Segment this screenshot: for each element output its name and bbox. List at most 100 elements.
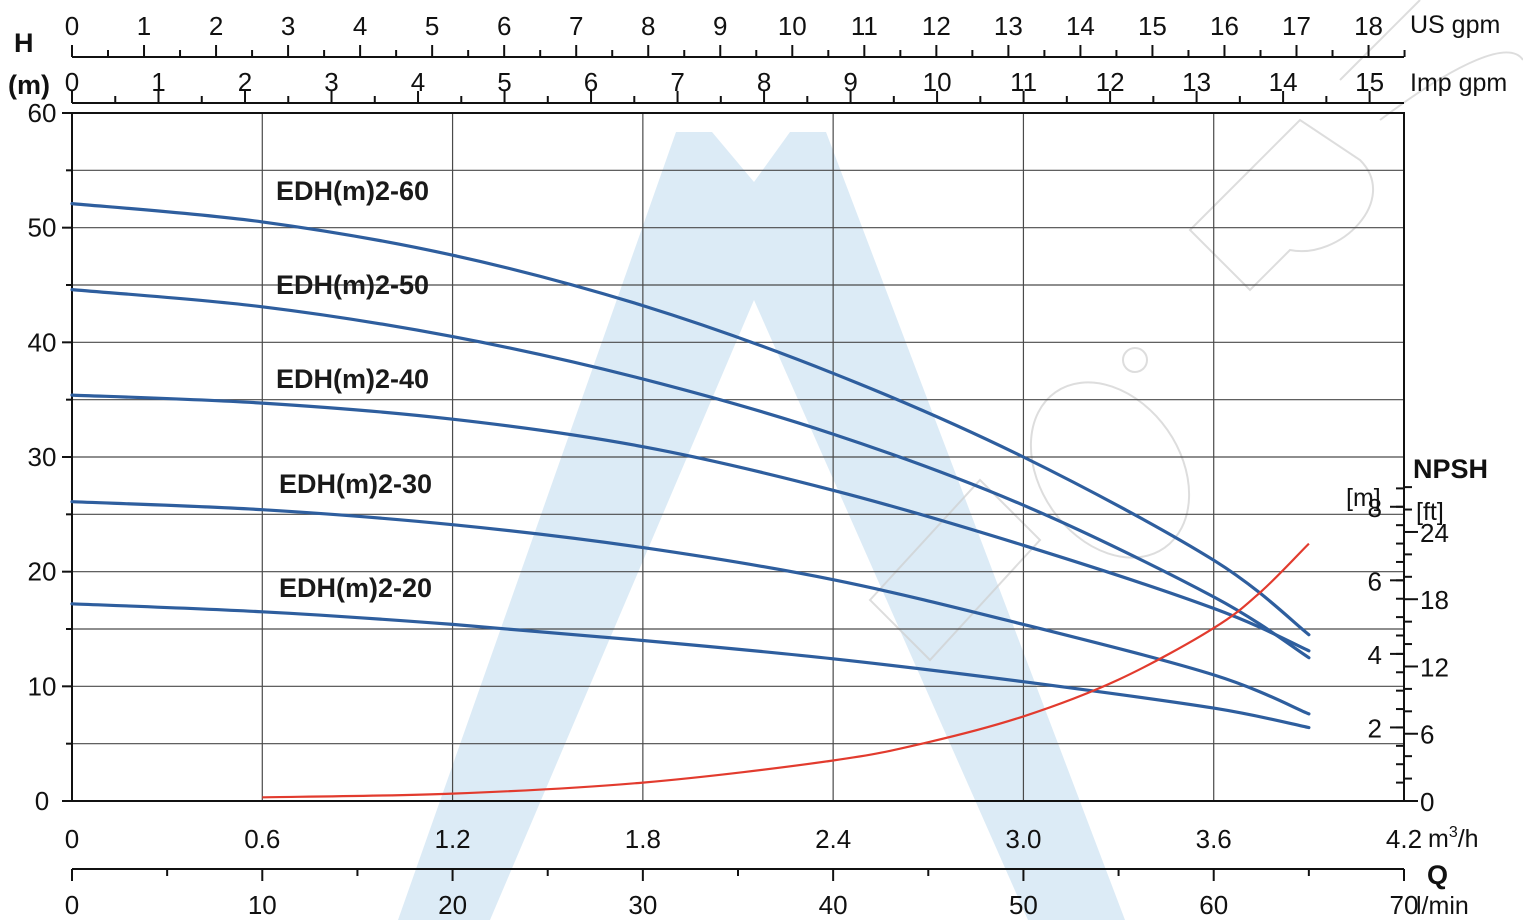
npsh-m-label-2: 2	[1368, 713, 1382, 743]
series-line-4	[70, 602, 1311, 730]
y-tick-label-0: 0	[35, 786, 49, 816]
usgpm-label-18: 18	[1354, 11, 1383, 41]
usgpm-label-7: 7	[569, 11, 583, 41]
series-label-0: EDH(m)2-60	[276, 176, 429, 206]
impgpm-label-10: 10	[923, 67, 952, 97]
series-line-0	[70, 202, 1311, 637]
impgpm-label-12: 12	[1096, 67, 1125, 97]
x-m3h-label-4: 2.4	[815, 824, 851, 854]
lmin-label-6: 60	[1199, 890, 1228, 920]
usgpm-label-0: 0	[65, 11, 79, 41]
series-line-1	[70, 288, 1311, 660]
lmin-label-4: 40	[819, 890, 848, 920]
x-m3h-label-6: 3.6	[1196, 824, 1232, 854]
series-label-4: EDH(m)2-20	[279, 573, 432, 603]
npsh-title: NPSH	[1413, 454, 1488, 484]
usgpm-label-10: 10	[778, 11, 807, 41]
usgpm-label-8: 8	[641, 11, 655, 41]
watermark-text-outline	[868, 0, 1523, 662]
impgpm-label-2: 2	[238, 67, 252, 97]
series-label-1: EDH(m)2-50	[276, 270, 429, 300]
y-tick-label-30: 30	[28, 442, 57, 472]
usgpm-label-2: 2	[209, 11, 223, 41]
lmin-axis-title: Q	[1427, 860, 1448, 890]
y-tick-label-50: 50	[28, 213, 57, 243]
x-m3h-label-0: 0	[65, 824, 79, 854]
lmin-label-1: 10	[248, 890, 277, 920]
y-axis-title-unit: (m)	[8, 70, 50, 100]
usgpm-label-9: 9	[713, 11, 727, 41]
impgpm-label-1: 1	[151, 67, 165, 97]
impgpm-label-9: 9	[843, 67, 857, 97]
npsh-unit-m: [m]	[1346, 484, 1381, 512]
impgpm-label-11: 11	[1010, 67, 1037, 97]
imp-gpm-unit: Imp gpm	[1410, 69, 1507, 97]
series-line-3	[70, 500, 1311, 716]
impgpm-label-0: 0	[65, 67, 79, 97]
usgpm-label-1: 1	[137, 11, 151, 41]
lmin-label-3: 30	[628, 890, 657, 920]
npsh-m-label-8: 8	[1368, 493, 1382, 523]
usgpm-label-14: 14	[1066, 11, 1095, 41]
npsh-m-label-6: 6	[1368, 566, 1382, 596]
impgpm-label-4: 4	[411, 67, 425, 97]
watermark-ring	[1029, 381, 1191, 559]
lmin-label-7: 70	[1390, 890, 1419, 920]
lmin-unit: l/min	[1416, 892, 1469, 920]
lmin-label-0: 0	[65, 890, 79, 920]
usgpm-label-13: 13	[994, 11, 1023, 41]
x-m3h-label-1: 0.6	[244, 824, 280, 854]
y-tick-label-10: 10	[28, 671, 57, 701]
usgpm-label-16: 16	[1210, 11, 1239, 41]
y-tick-label-60: 60	[28, 98, 57, 128]
impgpm-label-14: 14	[1269, 67, 1298, 97]
npsh-ft-label-24: 24	[1420, 518, 1449, 548]
npsh-m-label-4: 4	[1368, 640, 1382, 670]
series-label-3: EDH(m)2-30	[279, 469, 432, 499]
npsh-ft-label-6: 6	[1420, 720, 1434, 750]
performance-curves: EDH(m)2-60 EDH(m)2-50 EDH(m)2-40 EDH(m)2-30…	[70, 176, 1311, 799]
impgpm-label-7: 7	[670, 67, 684, 97]
impgpm-label-13: 13	[1182, 67, 1211, 97]
x-m3h-label-5: 3.0	[1005, 824, 1041, 854]
npsh-curve	[262, 542, 1310, 799]
watermark-logo-shape	[398, 132, 1125, 920]
npsh-ft-label-0: 0	[1420, 787, 1434, 817]
series-line-2	[70, 393, 1311, 653]
usgpm-label-4: 4	[353, 11, 367, 41]
impgpm-label-6: 6	[584, 67, 598, 97]
lmin-label-5: 50	[1009, 890, 1038, 920]
x-m3h-label-7: 4.2	[1386, 824, 1422, 854]
x-m3h-label-2: 1.2	[434, 824, 470, 854]
usgpm-label-5: 5	[425, 11, 439, 41]
axis-labels: H (m) US gpm Imp gpm Q l/min m3/h NPSH […	[8, 11, 1507, 920]
impgpm-label-5: 5	[497, 67, 511, 97]
usgpm-label-6: 6	[497, 11, 511, 41]
lmin-label-2: 20	[438, 890, 467, 920]
usgpm-label-15: 15	[1138, 11, 1167, 41]
watermark-letter	[1188, 118, 1375, 292]
usgpm-label-11: 11	[851, 11, 878, 41]
npsh-unit-ft: [ft]	[1416, 498, 1444, 526]
impgpm-label-3: 3	[324, 67, 338, 97]
npsh-ft-label-12: 12	[1420, 652, 1449, 682]
x-m3h-label-3: 1.8	[625, 824, 661, 854]
usgpm-label-17: 17	[1282, 11, 1311, 41]
impgpm-label-15: 15	[1355, 67, 1384, 97]
y-tick-label-40: 40	[28, 327, 57, 357]
us-gpm-unit: US gpm	[1410, 11, 1500, 39]
usgpm-label-3: 3	[281, 11, 295, 41]
watermark-letter-2	[1339, 0, 1523, 121]
y-tick-label-20: 20	[28, 557, 57, 587]
watermark-dot	[1122, 347, 1148, 373]
npsh-ft-label-18: 18	[1420, 585, 1449, 615]
y-axis-title-h: H	[14, 28, 34, 58]
series-label-2: EDH(m)2-40	[276, 364, 429, 394]
impgpm-label-8: 8	[757, 67, 771, 97]
usgpm-label-12: 12	[922, 11, 951, 41]
axes	[62, 45, 1418, 881]
watermark-layer	[398, 0, 1523, 920]
m3h-unit: m3/h	[1428, 824, 1479, 853]
